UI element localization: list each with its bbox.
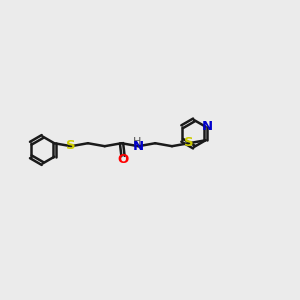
Text: N: N [133,140,144,153]
Text: H: H [133,137,141,147]
Text: S: S [184,136,194,148]
Text: S: S [66,139,76,152]
Text: N: N [202,120,213,133]
Text: O: O [117,153,129,167]
